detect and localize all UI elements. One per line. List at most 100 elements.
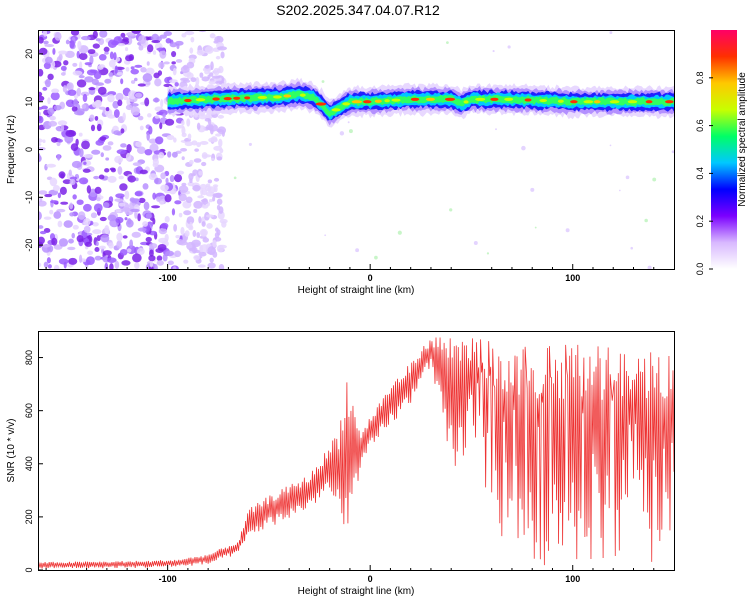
noise-blob (192, 184, 201, 192)
noise-blob (196, 232, 201, 238)
noise-blob (50, 200, 59, 204)
noise-blob (201, 229, 207, 237)
noise-blob (130, 208, 140, 213)
noise-blob (63, 60, 69, 66)
noise-blob (181, 182, 187, 187)
noise-speck (374, 255, 378, 260)
noise-blob (197, 264, 206, 268)
noise-blob (127, 218, 132, 225)
noise-blob (157, 243, 167, 251)
noise-blob (205, 214, 215, 218)
noise-blob (57, 120, 68, 126)
noise-blob (198, 251, 207, 257)
signal-hotspot (195, 98, 206, 102)
noise-blob (153, 263, 158, 269)
noise-blob (122, 37, 129, 42)
noise-blob (216, 204, 221, 211)
noise-speck (644, 218, 648, 223)
x-tick-label: 100 (565, 273, 580, 283)
noise-blob (96, 235, 101, 242)
noise-blob (193, 208, 198, 214)
noise-blob (174, 200, 182, 205)
noise-blob (152, 158, 159, 166)
noise-blob (173, 174, 183, 183)
noise-blob (119, 248, 128, 256)
noise-blob (124, 217, 128, 221)
noise-speck (534, 226, 537, 229)
noise-blob (148, 242, 158, 249)
noise-blob (78, 52, 88, 61)
y-tick-label: 600 (24, 403, 34, 418)
noise-blob (125, 67, 130, 72)
noise-blob (144, 97, 150, 107)
noise-blob (78, 177, 89, 185)
noise-blob (213, 67, 220, 76)
noise-blob (95, 85, 99, 91)
noise-blob (109, 263, 114, 269)
noise-blob (209, 257, 214, 263)
noise-blob (124, 47, 129, 52)
noise-blob (215, 55, 221, 60)
noise-blob (115, 92, 124, 102)
signal-hotspot (342, 102, 351, 106)
noise-blob (193, 158, 202, 163)
noise-blob (114, 155, 124, 164)
signal-hotspot (363, 100, 372, 104)
noise-blob (130, 80, 136, 84)
signal-hotspot (425, 97, 435, 101)
noise-blob (58, 50, 68, 55)
noise-blob (43, 40, 49, 45)
noise-blob (109, 51, 114, 60)
noise-blob (53, 211, 62, 219)
colorbar-label: Normalized spectral amplitude (737, 72, 748, 207)
signal-hotspot (475, 97, 486, 101)
noise-blob (99, 216, 107, 222)
noise-blob (46, 163, 57, 168)
noise-blob (100, 234, 110, 243)
noise-blob (151, 205, 161, 209)
signal-hotspot (315, 102, 327, 106)
noise-blob (129, 197, 136, 203)
noise-blob (130, 106, 140, 116)
noise-blob (134, 92, 143, 98)
y-tick-label: 10 (24, 97, 34, 107)
noise-blob (98, 53, 107, 61)
noise-blob (105, 106, 110, 112)
noise-speck (347, 121, 350, 124)
noise-blob (38, 68, 44, 77)
noise-blob (118, 202, 126, 207)
noise-blob (116, 232, 123, 242)
noise-blob (107, 39, 117, 48)
noise-speck (449, 208, 453, 212)
noise-blob (125, 104, 133, 111)
colorbar: 0.0 0.2 0.4 0.6 0.8 Normalized spectral ampl… (695, 30, 748, 275)
noise-blob (76, 79, 87, 88)
noise-blob (145, 67, 155, 75)
noise-blob (176, 43, 180, 50)
noise-blob (115, 216, 124, 224)
noise-blob (80, 35, 91, 41)
colorbar-tick-label: 0.8 (695, 72, 705, 85)
noise-blob (99, 136, 107, 141)
noise-blob (175, 234, 181, 239)
noise-speck (647, 265, 652, 269)
snr-y-ticks: 0 200 400 600 800 (24, 350, 43, 573)
noise-blob (181, 120, 185, 126)
snr-y-axis-label: SNR (10 * v/v) (6, 419, 17, 483)
noise-blob (172, 67, 177, 76)
noise-blob (57, 192, 62, 199)
signal-hotspot (504, 97, 514, 101)
noise-blob (58, 171, 66, 179)
noise-blob (95, 38, 101, 42)
noise-blob (95, 139, 104, 146)
noise-blob (65, 99, 76, 108)
noise-blob (155, 136, 164, 145)
noise-blob (78, 61, 83, 70)
noise-blob (175, 59, 183, 63)
noise-speck (609, 31, 613, 35)
noise-blob (171, 151, 178, 158)
noise-blob (60, 201, 69, 205)
noise-blob (86, 256, 95, 266)
noise-blob (180, 147, 188, 152)
signal-hotspot (490, 97, 499, 101)
